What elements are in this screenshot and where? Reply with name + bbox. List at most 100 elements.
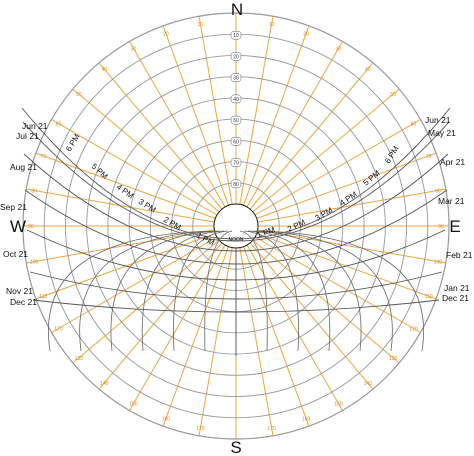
date-label-left-2: Jul 21 xyxy=(16,131,39,141)
date-label-left-4: Sep 21 xyxy=(0,202,27,212)
date-label-right-6: Jan 21 xyxy=(444,283,470,293)
azimuth-line xyxy=(72,239,220,364)
azimuth-label: 20 xyxy=(303,31,309,37)
sun-path-curve xyxy=(22,121,450,242)
hour-label-left-5: 5 PM xyxy=(90,162,110,181)
azimuth-label: 60 xyxy=(56,122,62,128)
azimuth-label: 140 xyxy=(100,381,109,387)
azimuth-label: 140 xyxy=(364,381,373,387)
altitude-label-box xyxy=(230,94,242,104)
labels-layer: 10 20 30 40 50 60 70 80 10 10 20 20 30 30 40 40 50 50 60 60… xyxy=(28,22,444,432)
azimuth-label: 90 xyxy=(28,224,34,230)
azimuth-label: 120 xyxy=(54,327,63,333)
hour-line xyxy=(204,230,233,352)
altitude-label: 10 xyxy=(233,33,239,39)
azimuth-line xyxy=(51,236,218,333)
altitude-label-box xyxy=(230,137,242,146)
hour-line xyxy=(251,230,362,352)
azimuth-line xyxy=(162,246,229,427)
west-label: W xyxy=(10,217,26,236)
date-label-right-1: Jun 21 xyxy=(425,115,451,125)
azimuth-line xyxy=(129,244,226,411)
azimuth-label: 110 xyxy=(39,294,47,300)
hour-label-right-5: 5 PM xyxy=(362,168,382,187)
altitude-label: 70 xyxy=(233,161,239,167)
north-label: N xyxy=(231,0,243,19)
altitude-label-box xyxy=(230,30,242,40)
altitude-label: 30 xyxy=(233,76,239,82)
azimuth-label: 20 xyxy=(163,31,169,37)
date-label-left-5: Oct 21 xyxy=(3,249,28,259)
altitude-label-box xyxy=(230,52,242,61)
azimuth-line xyxy=(252,239,400,364)
azimuth-label: 150 xyxy=(334,402,343,408)
azimuth-line xyxy=(98,242,223,390)
east-label: E xyxy=(449,217,460,236)
azimuth-label: 50 xyxy=(76,92,82,98)
azimuth-label: 80 xyxy=(31,188,37,194)
azimuth-label: 10 xyxy=(269,22,275,28)
azimuth-line xyxy=(198,16,233,205)
azimuth-label: 130 xyxy=(75,356,84,362)
azimuth-line xyxy=(35,152,216,219)
date-label-left-3: Aug 21 xyxy=(10,162,37,172)
hour-line xyxy=(243,230,299,352)
hour-line xyxy=(247,230,331,352)
date-label-right-7: Dec 21 xyxy=(442,293,469,303)
azimuth-label: 170 xyxy=(196,426,205,432)
south-label: S xyxy=(230,438,241,456)
azimuth-line xyxy=(246,41,343,208)
date-label-left-6: Nov 21 xyxy=(6,286,33,296)
hour-line xyxy=(259,230,424,352)
azimuth-line xyxy=(239,16,274,205)
azimuth-line xyxy=(257,229,446,264)
azimuth-line xyxy=(243,246,310,427)
azimuth-label: 90 xyxy=(438,224,444,230)
altitude-label: 60 xyxy=(233,139,239,145)
azimuth-label: 100 xyxy=(30,260,39,266)
altitude-label-box xyxy=(230,73,242,82)
azimuth-line xyxy=(51,119,218,216)
sun-path-curve xyxy=(21,107,451,240)
hour-line xyxy=(173,230,229,352)
hour-line xyxy=(79,230,217,352)
azimuth-line xyxy=(72,88,220,213)
azimuth-label: 70 xyxy=(41,154,47,160)
azimuth-label: 120 xyxy=(409,327,418,333)
altitude-label-box xyxy=(230,179,242,189)
hour-line xyxy=(48,230,213,352)
azimuth-label: 160 xyxy=(302,417,311,423)
noon-label: NOON xyxy=(229,237,244,243)
altitude-label: 20 xyxy=(233,54,239,60)
hour-line xyxy=(110,230,221,352)
azimuth-label: 110 xyxy=(425,294,433,300)
azimuth-label: 150 xyxy=(129,402,138,408)
date-label-right-5: Feb 21 xyxy=(446,250,473,260)
altitude-label: 40 xyxy=(233,97,239,103)
hour-line xyxy=(141,230,225,352)
azimuth-label: 10 xyxy=(198,22,204,28)
hour-label-right-6: 6 PM xyxy=(383,144,401,165)
grid-layer xyxy=(22,12,450,440)
azimuth-label: 40 xyxy=(101,67,107,73)
azimuth-line xyxy=(243,25,310,206)
azimuth-line xyxy=(254,236,421,333)
azimuth-label: 170 xyxy=(267,426,276,432)
azimuth-line xyxy=(256,152,437,219)
sun-paths-layer xyxy=(21,107,451,356)
date-label-right-4: Mar 21 xyxy=(438,196,465,206)
azimuth-label: 50 xyxy=(390,92,396,98)
altitude-label: 80 xyxy=(233,182,239,188)
azimuth-line xyxy=(129,41,226,208)
azimuth-line xyxy=(198,247,233,436)
altitude-label-box xyxy=(230,158,242,167)
azimuth-label: 100 xyxy=(434,260,443,266)
azimuth-line xyxy=(246,244,343,411)
hour-line xyxy=(255,230,393,352)
hour-line xyxy=(239,230,268,352)
azimuth-line xyxy=(98,62,223,210)
azimuth-line xyxy=(162,25,229,206)
azimuth-label: 130 xyxy=(389,356,398,362)
altitude-label: 50 xyxy=(233,118,239,124)
